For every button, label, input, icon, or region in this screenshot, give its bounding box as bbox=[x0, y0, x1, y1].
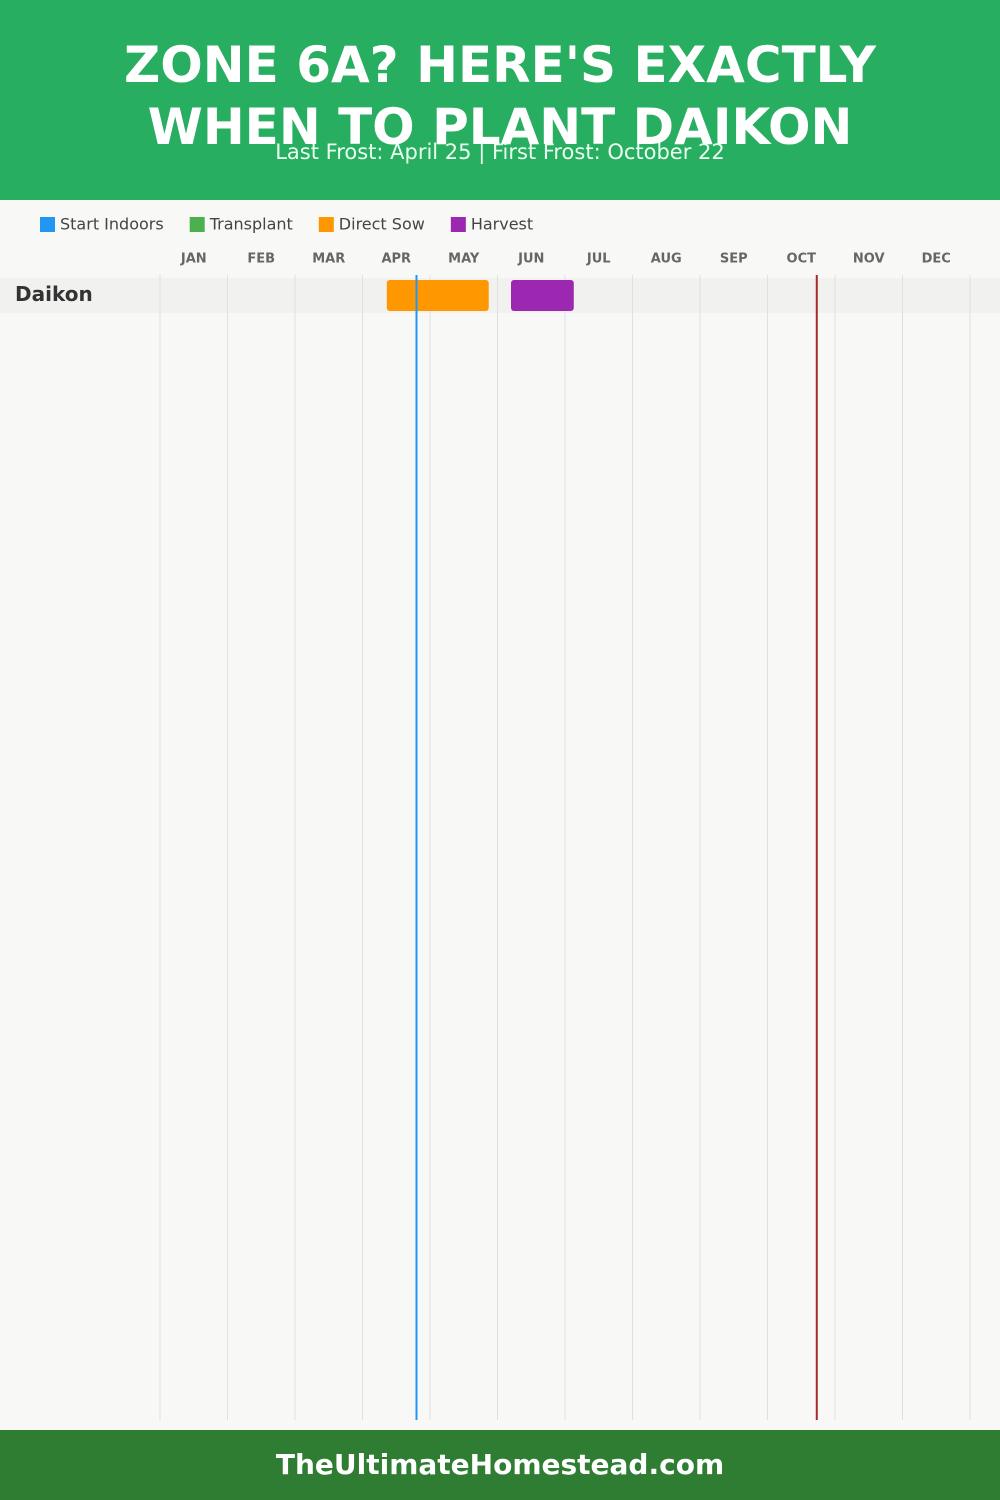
legend-label: Direct Sow bbox=[339, 215, 425, 234]
x-tick-label: NOV bbox=[853, 252, 885, 267]
x-tick-label: FEB bbox=[247, 252, 275, 267]
x-tick-label: SEP bbox=[720, 252, 748, 267]
legend-swatch bbox=[318, 217, 334, 232]
header: ZONE 6A? HERE'S EXACTLY WHEN TO PLANT DA… bbox=[0, 0, 1000, 200]
bar bbox=[511, 280, 574, 311]
x-tick-label: APR bbox=[381, 252, 411, 267]
legend-label: Harvest bbox=[471, 215, 533, 234]
chart-subtitle: Last Frost: April 25 | First Frost: Octo… bbox=[275, 140, 725, 164]
x-tick-label: OCT bbox=[787, 252, 817, 267]
x-tick-label: AUG bbox=[651, 252, 682, 267]
footer: TheUltimateHomestead.com bbox=[0, 1430, 1000, 1500]
x-tick-label: JUL bbox=[586, 252, 611, 267]
legend-swatch bbox=[40, 217, 55, 232]
legend-label: Start Indoors bbox=[60, 215, 164, 234]
x-tick-label: JAN bbox=[180, 252, 207, 267]
x-tick-label: MAR bbox=[312, 252, 345, 267]
legend-swatch bbox=[189, 217, 205, 232]
row-band bbox=[0, 278, 1000, 313]
chart-title: ZONE 6A? HERE'S EXACTLY WHEN TO PLANT DA… bbox=[124, 36, 876, 156]
bar bbox=[386, 280, 489, 311]
x-tick-label: MAY bbox=[448, 252, 480, 267]
row-label: Daikon bbox=[15, 282, 93, 306]
chart: Daikon JAN FEB MAR APR MAY JUN JUL AUG SEP OCT NOV D… bbox=[0, 215, 1000, 1420]
x-tick-label: JUN bbox=[517, 252, 544, 267]
x-tick-label: DEC bbox=[922, 252, 951, 267]
legend-label: Transplant bbox=[209, 215, 293, 234]
legend-swatch bbox=[450, 217, 466, 232]
